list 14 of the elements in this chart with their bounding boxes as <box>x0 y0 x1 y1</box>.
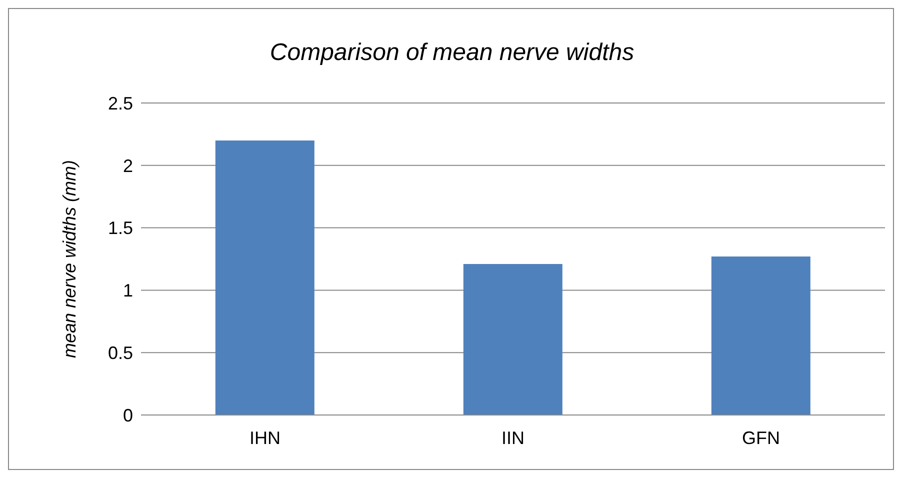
y-tick-label: 2.5 <box>108 93 133 114</box>
x-tick-label: IHN <box>250 428 280 448</box>
y-tick-label: 0.5 <box>108 342 133 363</box>
y-tick-label: 1.5 <box>108 218 133 238</box>
x-tick-label: IIN <box>501 428 525 448</box>
y-axis-title: mean nerve widths (mm) <box>59 160 80 358</box>
bar <box>463 264 562 415</box>
y-tick-label: 2 <box>122 156 133 176</box>
bar <box>711 256 810 415</box>
y-tick-label: 1 <box>122 280 133 301</box>
x-tick-label: GFN <box>742 428 780 448</box>
chart-title: Comparison of mean nerve widths <box>268 39 636 67</box>
y-tick-label: 0 <box>122 405 133 426</box>
bar <box>215 140 314 415</box>
